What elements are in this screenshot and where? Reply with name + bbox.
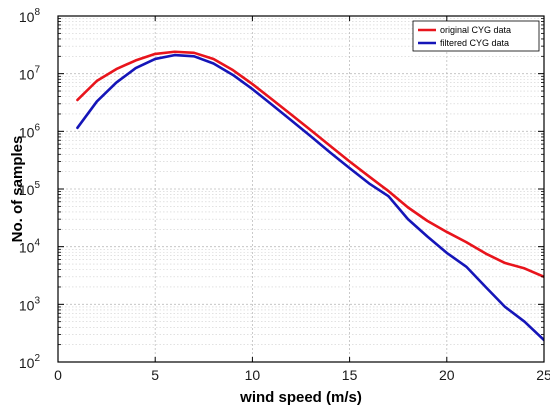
ticks bbox=[57, 15, 545, 363]
x-tick-label: 5 bbox=[151, 367, 159, 383]
y-tick-label: 107 bbox=[19, 65, 41, 83]
grid bbox=[57, 16, 545, 363]
y-tick-labels: 102 103 104 105 106 107 108 bbox=[19, 7, 41, 371]
x-tick-label: 20 bbox=[439, 367, 455, 383]
x-tick-label: 10 bbox=[245, 367, 261, 383]
y-axis-title: No. of samples bbox=[9, 136, 26, 243]
legend: original CYG data filtered CYG data bbox=[412, 20, 540, 52]
x-tick-labels: 0 5 10 15 20 25 bbox=[54, 367, 550, 383]
x-tick-label: 0 bbox=[54, 367, 62, 383]
legend-box bbox=[412, 20, 540, 52]
legend-label-filtered: filtered CYG data bbox=[440, 38, 509, 48]
y-tick-label: 103 bbox=[19, 295, 41, 313]
y-tick-label: 105 bbox=[19, 180, 41, 198]
series-line-original bbox=[76, 50, 544, 279]
x-tick-label: 25 bbox=[536, 367, 550, 383]
legend-label-original: original CYG data bbox=[440, 25, 511, 35]
series-layer bbox=[76, 50, 544, 342]
series-line-filtered bbox=[76, 53, 544, 342]
x-axis-title: wind speed (m/s) bbox=[239, 389, 362, 406]
y-tick-label: 108 bbox=[19, 7, 41, 25]
y-tick-label: 104 bbox=[19, 238, 41, 256]
x-tick-label: 15 bbox=[342, 367, 358, 383]
y-tick-label: 106 bbox=[19, 122, 41, 140]
y-tick-label: 102 bbox=[19, 353, 41, 371]
